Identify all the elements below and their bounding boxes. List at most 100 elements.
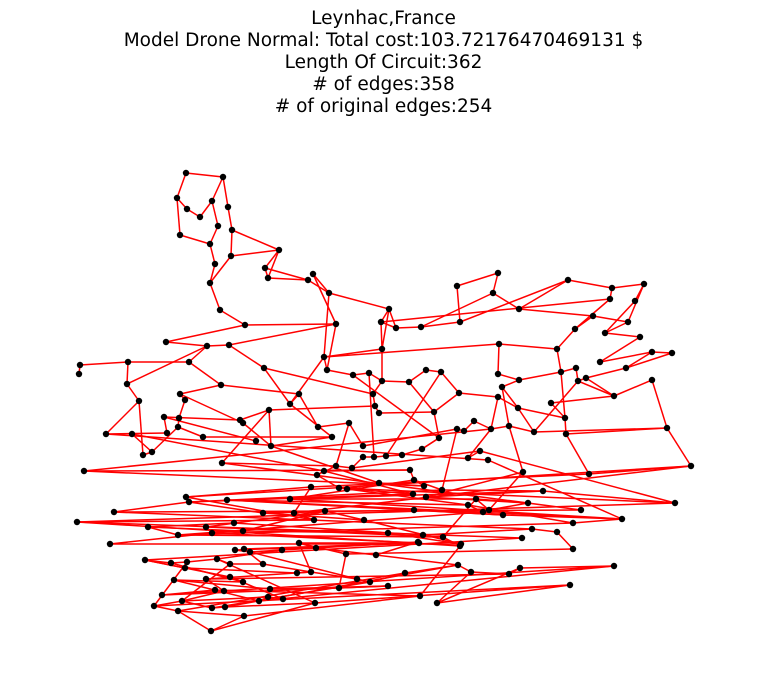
- node: [128, 430, 136, 438]
- node: [601, 329, 609, 337]
- edge: [113, 501, 190, 513]
- node: [286, 400, 294, 408]
- edge: [542, 490, 676, 504]
- edge: [385, 371, 442, 457]
- edge: [188, 345, 208, 363]
- node: [320, 467, 328, 475]
- edge: [436, 584, 571, 604]
- node: [80, 467, 88, 475]
- edge: [588, 465, 692, 475]
- edge: [153, 561, 188, 607]
- edge: [351, 450, 481, 469]
- node: [571, 325, 579, 333]
- node: [561, 414, 569, 422]
- edge: [211, 200, 219, 227]
- edge: [76, 519, 315, 523]
- node: [208, 529, 216, 537]
- edge: [310, 473, 590, 488]
- node: [332, 320, 340, 328]
- node: [547, 399, 555, 407]
- figure-title: Leynhac,France Model Drone Normal: Total…: [0, 8, 767, 118]
- node: [226, 573, 234, 581]
- edge: [346, 488, 469, 506]
- edge: [498, 343, 558, 350]
- node: [304, 276, 312, 284]
- edge: [151, 426, 179, 453]
- node: [220, 587, 228, 595]
- edge: [550, 395, 615, 404]
- node: [323, 366, 331, 374]
- node: [453, 282, 461, 290]
- node: [286, 495, 294, 503]
- node: [185, 358, 193, 366]
- node: [495, 340, 503, 348]
- node: [467, 568, 475, 576]
- edge: [572, 518, 623, 524]
- node: [406, 466, 414, 474]
- edge: [380, 321, 383, 350]
- node: [577, 506, 585, 514]
- node: [589, 312, 597, 320]
- node: [479, 508, 487, 516]
- node: [569, 545, 577, 553]
- node: [150, 602, 158, 610]
- node: [252, 437, 260, 445]
- edge: [604, 332, 641, 338]
- node: [385, 305, 393, 313]
- node: [267, 442, 275, 450]
- edge: [577, 380, 615, 397]
- node: [223, 496, 231, 504]
- edge: [381, 380, 410, 383]
- node: [174, 607, 182, 615]
- node: [416, 592, 424, 600]
- edge: [625, 351, 653, 369]
- node: [485, 506, 493, 514]
- edge: [268, 405, 376, 411]
- node: [562, 430, 570, 438]
- edge: [408, 381, 435, 413]
- edge: [224, 602, 316, 608]
- edge: [490, 396, 499, 430]
- node: [530, 428, 538, 436]
- edge: [188, 361, 222, 386]
- edge: [497, 396, 519, 409]
- edge: [179, 393, 244, 424]
- edge: [209, 255, 232, 284]
- edge: [433, 392, 460, 413]
- node: [183, 205, 191, 213]
- node: [631, 297, 639, 305]
- edge: [126, 383, 140, 402]
- edge: [267, 277, 309, 281]
- edge: [268, 409, 272, 447]
- edge: [533, 380, 579, 433]
- edge: [441, 428, 458, 491]
- node: [414, 538, 422, 546]
- edge: [199, 200, 213, 218]
- node: [585, 470, 593, 478]
- node: [311, 599, 319, 607]
- edge: [508, 425, 524, 473]
- edge: [219, 309, 246, 326]
- node: [163, 429, 171, 437]
- node: [239, 527, 247, 535]
- edge: [173, 579, 271, 590]
- node: [369, 390, 377, 398]
- edge: [613, 379, 653, 397]
- node: [375, 479, 383, 487]
- edge: [312, 273, 330, 294]
- node: [325, 289, 333, 297]
- node: [392, 324, 400, 332]
- edge: [76, 502, 676, 523]
- node: [259, 509, 267, 517]
- edge: [221, 462, 337, 467]
- node: [636, 333, 644, 341]
- node: [224, 203, 232, 211]
- node: [182, 493, 190, 501]
- edge: [425, 490, 544, 498]
- node: [309, 270, 317, 278]
- node: [123, 380, 131, 388]
- node: [618, 515, 626, 523]
- edge: [165, 341, 208, 347]
- node: [135, 397, 143, 405]
- edge: [177, 610, 212, 632]
